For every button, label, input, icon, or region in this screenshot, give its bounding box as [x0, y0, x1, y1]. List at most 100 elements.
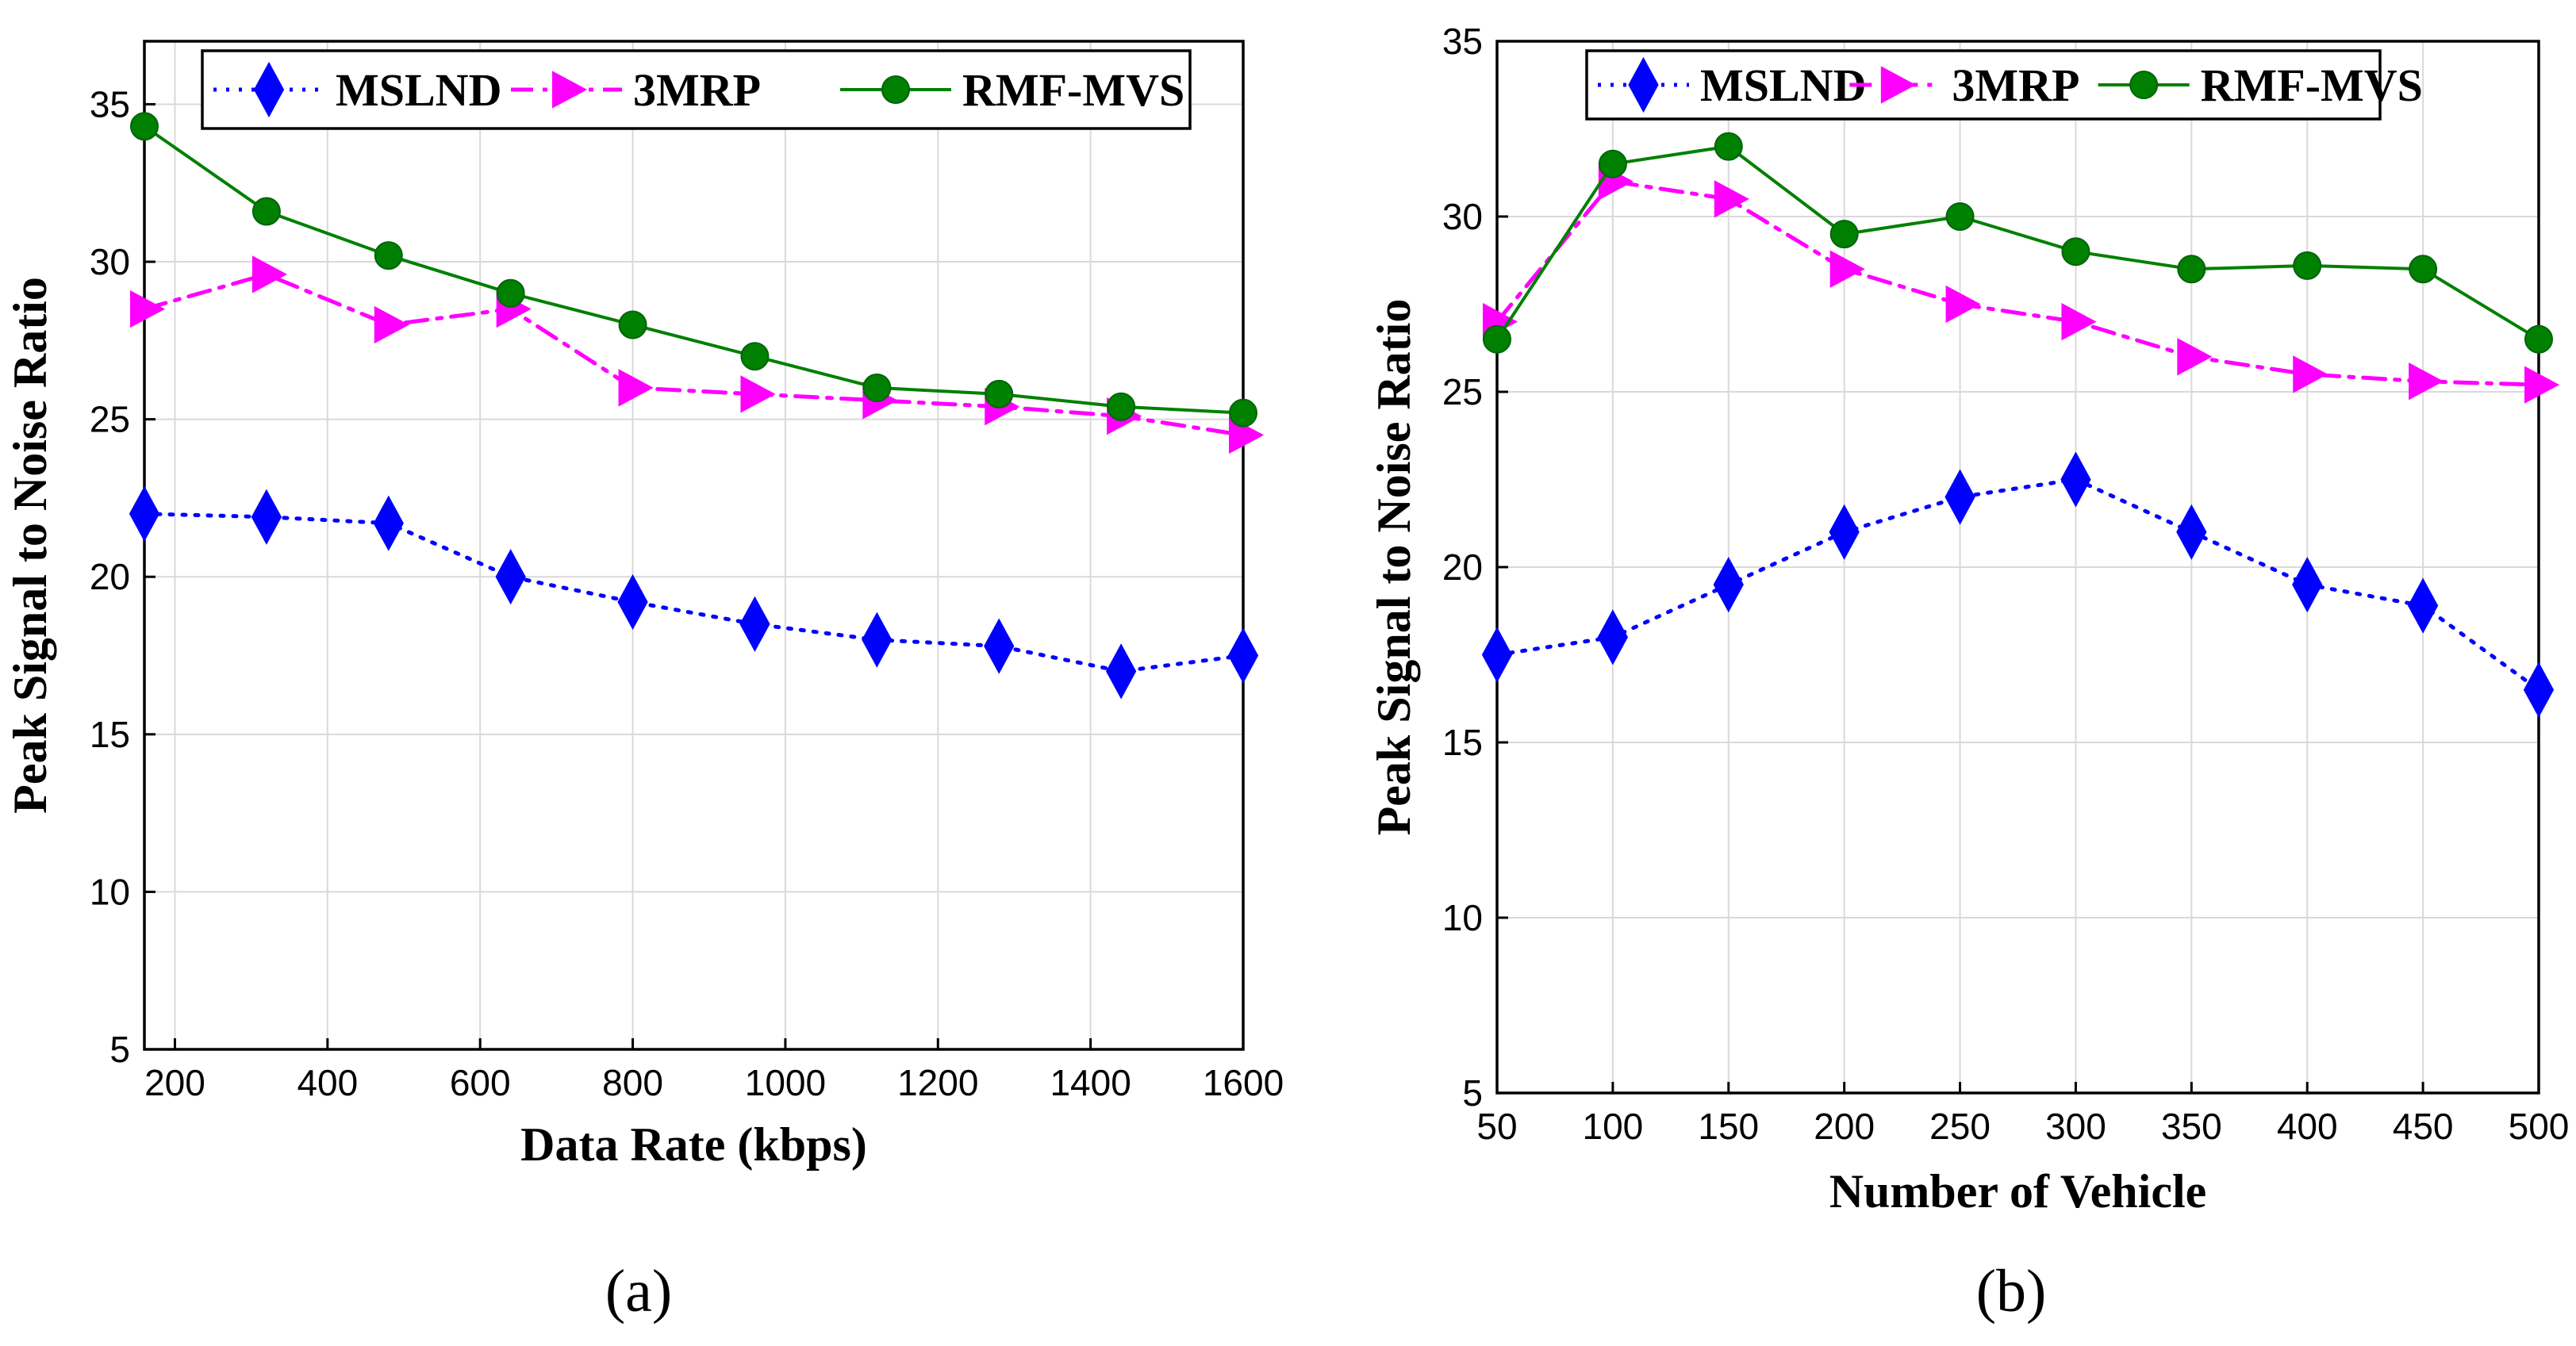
y-tick-label: 30 [1442, 196, 1483, 237]
data-point [2177, 255, 2206, 284]
data-point [1829, 250, 1865, 288]
legend-entry-3mrp: 3MRP [511, 64, 761, 116]
data-point [251, 489, 282, 545]
data-point [740, 375, 776, 413]
legend-entry-mslnd: MSLND [1598, 56, 1866, 113]
series-line [1495, 179, 2541, 387]
data-point [374, 241, 403, 270]
x-tick-label: 400 [297, 1062, 358, 1103]
legend-box [1585, 49, 2382, 121]
legend-label: MSLND [336, 64, 501, 116]
legend-marker [1628, 56, 1659, 113]
y-tick-label: 25 [1442, 371, 1483, 412]
data-point [2177, 338, 2213, 376]
data-point [1714, 180, 1749, 218]
series-rmf-mvs [130, 112, 1257, 428]
legend-marker [881, 75, 910, 104]
data-point [1227, 627, 1259, 684]
data-point [862, 612, 893, 668]
data-point [2292, 557, 2323, 613]
data-point [1944, 469, 1975, 525]
series-line [142, 272, 1246, 437]
data-point [251, 197, 281, 226]
data-point [2524, 366, 2560, 404]
data-point [1945, 285, 1981, 324]
data-point [251, 255, 288, 293]
y-tick-label: 15 [1442, 722, 1483, 763]
data-point [1598, 149, 1627, 178]
x-tick-label: 450 [2393, 1106, 2454, 1147]
legend-marker [1880, 66, 1916, 104]
x-axis-label: Data Rate (kbps) [520, 1118, 867, 1171]
gridlines [1496, 40, 2540, 1094]
x-axis-label: Number of Vehicle [1829, 1165, 2207, 1218]
y-tick-label: 25 [90, 399, 130, 440]
series-3mrp [1483, 163, 2560, 404]
data-point [374, 305, 409, 344]
data-point [2293, 355, 2328, 393]
x-tick-label: 500 [2509, 1106, 2570, 1147]
data-point [2524, 324, 2553, 354]
plot-frame [143, 40, 1245, 1051]
series-line [1495, 477, 2541, 692]
data-point [2176, 504, 2207, 560]
data-point [130, 290, 166, 328]
chart-b: 50 100 150 200 250 300 350 400 450 500 5 10 15 20 25 30… [1368, 21, 2569, 1325]
data-point [984, 618, 1015, 674]
legend-entry-rmf-mvs: RMF-MVS [840, 64, 1184, 116]
data-point [2293, 251, 2322, 280]
x-tick-label: 300 [2045, 1106, 2106, 1147]
x-tick-label: 100 [1583, 1106, 1644, 1147]
data-point [1713, 557, 1744, 613]
data-point [1229, 398, 1257, 428]
data-point [1105, 643, 1137, 700]
y-tick-label: 5 [1462, 1072, 1483, 1114]
legend-label: 3MRP [633, 64, 761, 116]
series-3mrp [130, 255, 1265, 454]
y-tick-label: 15 [90, 714, 130, 755]
data-point [2523, 661, 2555, 718]
data-point [1483, 324, 1511, 354]
series-line [143, 125, 1245, 415]
data-point [496, 278, 525, 308]
x-tick-label: 1200 [897, 1062, 978, 1103]
data-point [862, 373, 892, 402]
data-point [2061, 237, 2090, 267]
y-tick-label: 35 [1442, 21, 1483, 62]
legend-marker [2129, 71, 2159, 99]
data-point [1714, 132, 1743, 161]
data-point [1481, 627, 1513, 683]
y-axis-label: Peak Signal to Noise Ratio [4, 277, 56, 814]
legend: MSLND 3MRP RMF-MVS [1585, 49, 2423, 121]
data-point [1597, 609, 1629, 665]
x-tick-label: 50 [1476, 1106, 1517, 1147]
data-point [618, 310, 647, 339]
data-point [985, 379, 1014, 408]
x-tick-label: 1400 [1050, 1062, 1131, 1103]
data-point [2407, 577, 2439, 634]
y-tick-label: 20 [90, 556, 130, 597]
data-point [1829, 220, 1859, 249]
x-tick-label: 350 [2161, 1106, 2222, 1147]
data-point [1107, 392, 1136, 421]
legend-label: MSLND [1700, 59, 1866, 111]
legend: MSLND 3MRP RMF-MVS [201, 49, 1192, 130]
series-mslnd [1481, 451, 2555, 718]
y-axis-label: Peak Signal to Noise Ratio [1368, 299, 1420, 836]
x-tick-label: 600 [450, 1062, 511, 1103]
data-point [495, 549, 526, 605]
legend-entry-mslnd: MSLND [213, 61, 501, 118]
data-point [129, 485, 160, 542]
series-mslnd [129, 485, 1259, 700]
x-tick-label: 200 [144, 1062, 205, 1103]
x-tick-label: 1600 [1203, 1062, 1284, 1103]
x-tick-label: 150 [1698, 1106, 1759, 1147]
data-point [2409, 255, 2438, 284]
y-tick-label: 20 [1442, 546, 1483, 588]
data-point [130, 112, 159, 141]
data-point [739, 596, 770, 652]
x-tick-label: 200 [1814, 1106, 1875, 1147]
data-point [1829, 504, 1860, 560]
x-tick-label: 1000 [745, 1062, 826, 1103]
